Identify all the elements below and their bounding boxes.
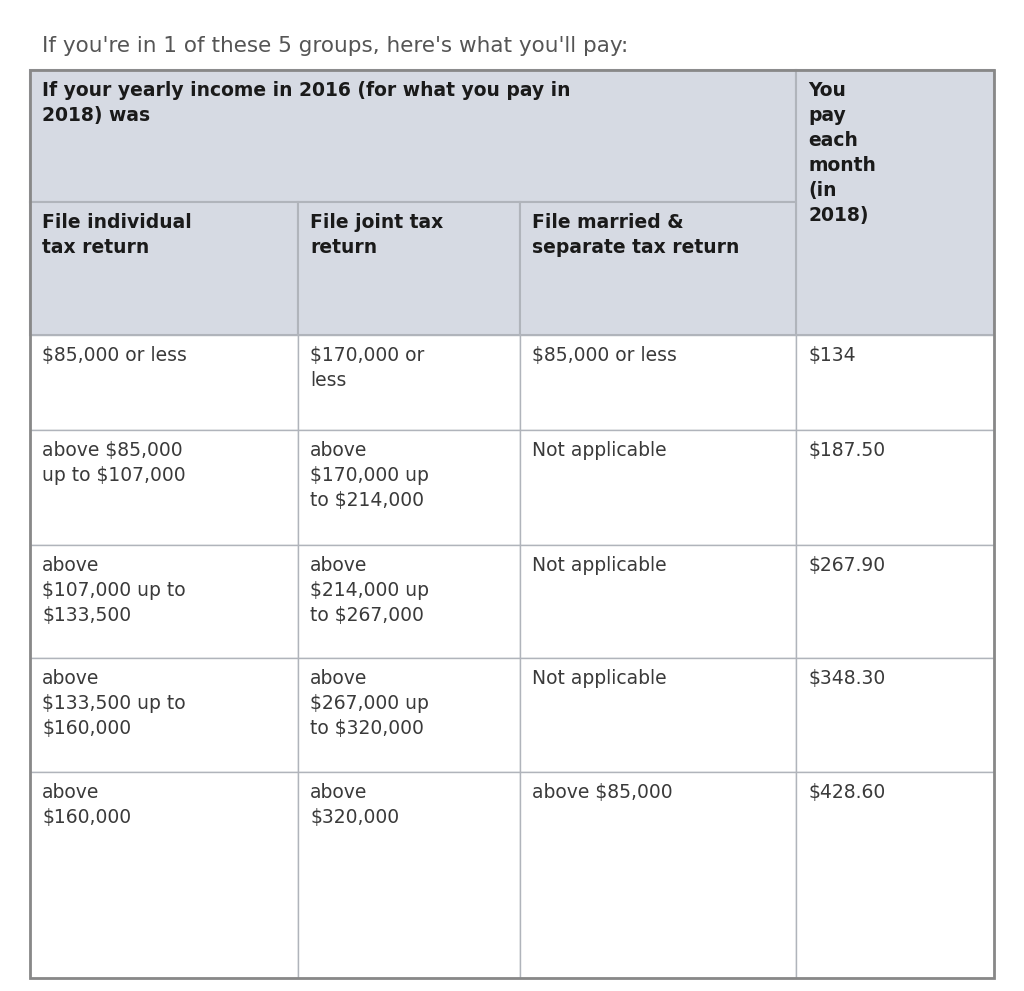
Text: If your yearly income in 2016 (for what you pay in
2018) was: If your yearly income in 2016 (for what … [42, 81, 570, 125]
Bar [30, 430, 298, 545]
Text: If you're in 1 of these 5 groups, here's what you'll pay:: If you're in 1 of these 5 groups, here's… [42, 36, 629, 56]
Bar [520, 658, 796, 772]
Bar [796, 335, 994, 430]
Text: You
pay
each
month
(in
2018): You pay each month (in 2018) [808, 81, 876, 225]
Bar [796, 545, 994, 658]
Text: above
$160,000: above $160,000 [42, 783, 131, 827]
Bar [796, 772, 994, 978]
Text: $170,000 or
less: $170,000 or less [310, 346, 424, 390]
Text: File married &
separate tax return: File married & separate tax return [532, 213, 739, 257]
Text: File individual
tax return: File individual tax return [42, 213, 191, 257]
Text: $428.60: $428.60 [808, 783, 886, 802]
Text: Not applicable: Not applicable [532, 441, 667, 460]
Text: above
$107,000 up to
$133,500: above $107,000 up to $133,500 [42, 556, 185, 625]
Bar [30, 545, 298, 658]
Bar [298, 202, 520, 335]
Text: Not applicable: Not applicable [532, 556, 667, 575]
Bar [30, 202, 298, 335]
Bar [30, 658, 298, 772]
Bar [520, 202, 796, 335]
Text: above
$320,000: above $320,000 [310, 783, 399, 827]
Text: $85,000 or less: $85,000 or less [532, 346, 677, 365]
Bar [298, 545, 520, 658]
Text: above
$267,000 up
to $320,000: above $267,000 up to $320,000 [310, 669, 429, 738]
Text: above $85,000
up to $107,000: above $85,000 up to $107,000 [42, 441, 185, 485]
Text: $348.30: $348.30 [808, 669, 886, 688]
Bar [30, 70, 796, 202]
Bar [796, 70, 994, 335]
Text: Not applicable: Not applicable [532, 669, 667, 688]
Bar [796, 658, 994, 772]
Bar [520, 335, 796, 430]
Bar [520, 545, 796, 658]
Text: $85,000 or less: $85,000 or less [42, 346, 186, 365]
Text: File joint tax
return: File joint tax return [310, 213, 443, 257]
Bar [298, 430, 520, 545]
Text: $134: $134 [808, 346, 856, 365]
Bar [30, 772, 298, 978]
Text: $187.50: $187.50 [808, 441, 885, 460]
Text: above
$214,000 up
to $267,000: above $214,000 up to $267,000 [310, 556, 429, 625]
Text: above
$170,000 up
to $214,000: above $170,000 up to $214,000 [310, 441, 429, 510]
Text: above $85,000: above $85,000 [532, 783, 673, 802]
Text: $267.90: $267.90 [808, 556, 885, 575]
Bar [520, 772, 796, 978]
Text: above
$133,500 up to
$160,000: above $133,500 up to $160,000 [42, 669, 185, 738]
Bar [796, 430, 994, 545]
Bar [30, 335, 298, 430]
Bar [298, 772, 520, 978]
Bar [520, 430, 796, 545]
Bar [298, 658, 520, 772]
Bar [298, 335, 520, 430]
